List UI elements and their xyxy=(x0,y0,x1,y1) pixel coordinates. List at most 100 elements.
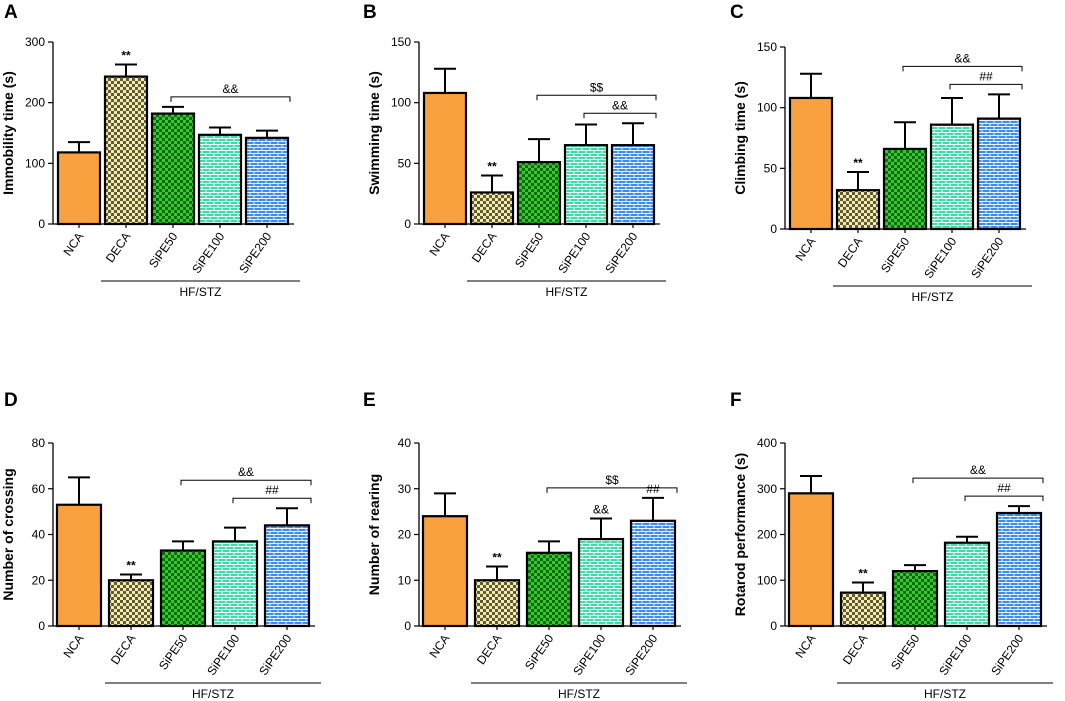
y-tick-label: 300 xyxy=(25,35,45,49)
x-tick-label: SiPE100 xyxy=(936,631,974,678)
significance-label: ## xyxy=(997,481,1011,495)
bar-annotation: ** xyxy=(492,551,502,565)
x-tick-label: SiPE100 xyxy=(570,631,608,678)
bar-annotation: ## xyxy=(646,482,660,496)
group-label: HF/STZ xyxy=(558,687,600,701)
y-tick-label: 40 xyxy=(398,436,412,450)
y-tick-label: 80 xyxy=(32,436,46,450)
y-tick-label: 0 xyxy=(404,619,411,633)
y-tick-label: 150 xyxy=(391,35,411,49)
bar-deca xyxy=(103,75,149,226)
x-tick-label: SiPE200 xyxy=(988,631,1026,678)
bar-sipe50 xyxy=(882,147,928,231)
bar-nca xyxy=(787,492,835,628)
x-tick-label: NCA xyxy=(792,235,818,264)
y-tick-label: 100 xyxy=(757,101,777,115)
y-tick-label: 400 xyxy=(757,436,777,450)
x-tick-label: SiPE100 xyxy=(189,229,227,276)
significance-label: && xyxy=(954,51,970,65)
y-tick-label: 0 xyxy=(404,217,411,231)
y-tick-label: 0 xyxy=(38,217,45,231)
y-tick-label: 100 xyxy=(757,573,777,587)
significance-bracket xyxy=(949,83,1023,90)
group-label: HF/STZ xyxy=(180,285,222,299)
y-tick-label: 0 xyxy=(770,619,777,633)
panel-letter: F xyxy=(730,390,742,411)
bar-sipe50 xyxy=(159,549,207,628)
bar-nca xyxy=(788,96,834,231)
y-tick-label: 50 xyxy=(764,161,778,175)
bar-nca xyxy=(55,503,103,628)
significance-label: && xyxy=(612,98,628,112)
significance-bracket xyxy=(964,495,1044,502)
bar-sipe100 xyxy=(211,540,259,628)
y-tick-label: 30 xyxy=(398,482,412,496)
bar-sipe50 xyxy=(516,161,562,226)
panel-f: F Rotarod performance (s) 0 100 200 300 400 NCA… xyxy=(730,390,1053,701)
panel-letter: E xyxy=(363,390,376,411)
bar-sipe200 xyxy=(263,524,311,628)
bar-annotation: ** xyxy=(487,159,497,173)
y-axis-label: Swimming time (s) xyxy=(366,71,382,195)
y-tick-label: 300 xyxy=(757,482,777,496)
group-label: HF/STZ xyxy=(546,285,588,299)
panel-d: D Number of crossing 0 20 40 60 80 NCA ** DECA SiP… xyxy=(0,390,321,701)
panel-a: A Immobility time (s) 0 100 200 300 NCA ** DECA S… xyxy=(0,2,300,299)
significance-label: $$ xyxy=(590,80,604,94)
bar-sipe100 xyxy=(577,537,625,628)
bar-annotation: ** xyxy=(126,559,136,573)
x-tick-label: SiPE200 xyxy=(968,234,1006,281)
significance-bracket xyxy=(902,65,1023,72)
y-axis-label: Number of crossing xyxy=(0,468,16,600)
x-tick-label: SiPE200 xyxy=(256,631,294,678)
significance-label: ## xyxy=(979,69,993,83)
panel-letter: B xyxy=(363,2,377,23)
bar-deca xyxy=(835,189,881,231)
x-tick-label: DECA xyxy=(474,632,505,667)
bar-sipe50 xyxy=(891,569,939,628)
x-tick-label: SiPE200 xyxy=(236,229,274,276)
bar-sipe200 xyxy=(244,136,290,226)
x-tick-label: NCA xyxy=(60,230,86,259)
y-tick-label: 20 xyxy=(32,573,46,587)
x-tick-label: NCA xyxy=(60,632,86,661)
x-tick-label: SiPE50 xyxy=(522,631,557,672)
y-tick-label: 100 xyxy=(391,96,411,110)
significance-bracket xyxy=(546,487,678,493)
bar-deca xyxy=(107,579,155,628)
x-tick-label: SiPE100 xyxy=(555,229,593,276)
y-axis-label: Rotarod performance (s) xyxy=(732,453,748,616)
bar-nca xyxy=(422,91,468,226)
bar-sipe100 xyxy=(943,541,991,628)
panel-letter: D xyxy=(4,390,18,411)
bar-deca xyxy=(839,591,887,628)
bar-deca xyxy=(469,191,515,226)
x-tick-label: DECA xyxy=(103,230,134,265)
bar-sipe50 xyxy=(525,551,573,628)
significance-label: && xyxy=(970,463,986,477)
x-tick-label: NCA xyxy=(792,632,818,661)
x-tick-label: SiPE50 xyxy=(146,229,181,270)
bar-nca xyxy=(421,515,469,628)
x-tick-label: SiPE50 xyxy=(156,631,191,672)
y-tick-label: 20 xyxy=(398,528,412,542)
x-tick-label: DECA xyxy=(469,230,500,265)
panel-e: E Number of rearing 0 10 20 30 40 NCA ** DECA SiPE… xyxy=(363,390,687,701)
x-tick-label: SiPE50 xyxy=(878,234,913,275)
bar-deca xyxy=(473,579,521,628)
x-tick-label: SiPE50 xyxy=(888,631,923,672)
group-label: HF/STZ xyxy=(912,290,954,304)
y-tick-label: 10 xyxy=(398,573,412,587)
y-tick-label: 200 xyxy=(25,96,45,110)
panel-c: C Climbing time (s) 0 50 100 150 NCA ** DECA SiPE… xyxy=(730,2,1032,304)
significance-bracket xyxy=(536,94,657,101)
x-tick-label: DECA xyxy=(108,632,139,667)
y-tick-label: 150 xyxy=(757,40,777,54)
group-label: HF/STZ xyxy=(924,687,966,701)
y-tick-label: 0 xyxy=(770,222,777,236)
significance-bracket xyxy=(180,479,312,486)
bar-annotation: ** xyxy=(853,156,863,170)
x-tick-label: DECA xyxy=(835,235,866,270)
y-tick-label: 50 xyxy=(398,156,412,170)
